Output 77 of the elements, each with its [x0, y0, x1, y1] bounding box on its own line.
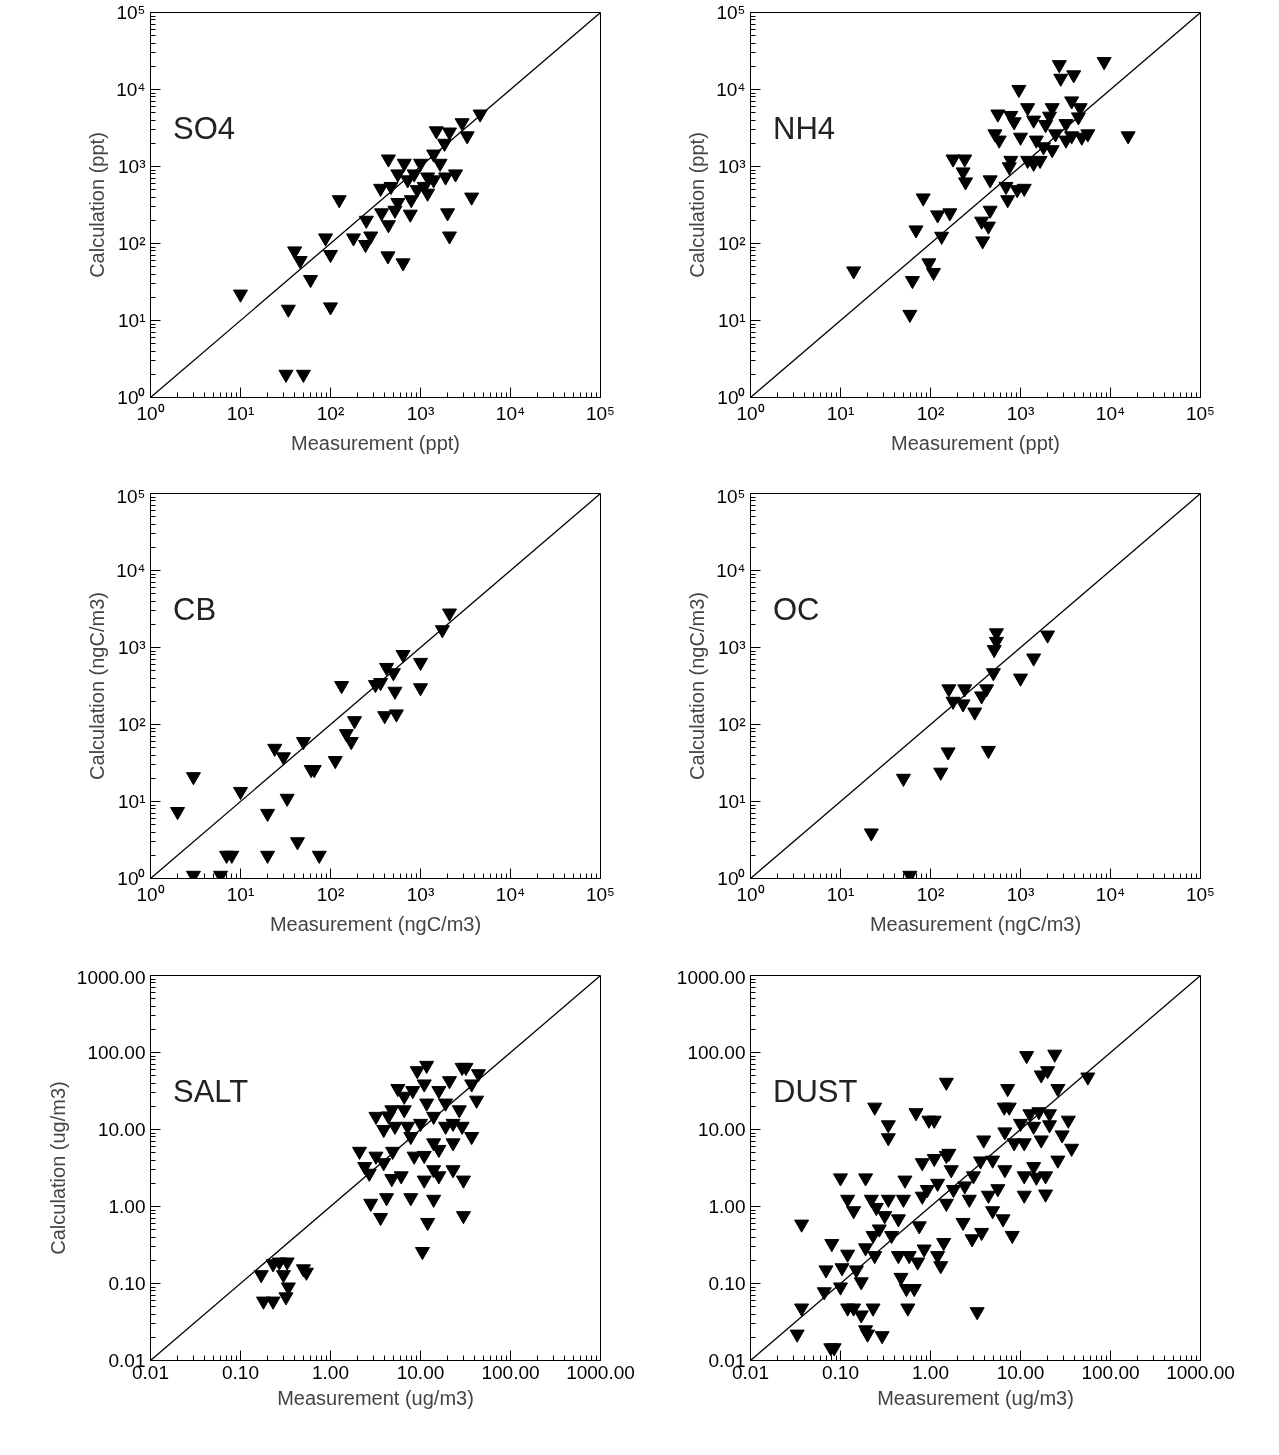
x-tick-label: 10²	[916, 402, 945, 424]
text: SALT	[173, 1073, 249, 1109]
y-tick-label: 10¹	[118, 791, 146, 812]
y-tick-label: 0.10	[708, 1273, 746, 1294]
x-tick-label: 1.00	[312, 1361, 349, 1383]
x-tick-label: 10²	[916, 883, 945, 905]
y-tick-label: 10³	[718, 637, 746, 658]
y-tick-label: 1.00	[108, 1196, 146, 1217]
x-tick-label: 10⁴	[495, 883, 526, 905]
x-axis-title: Measurement (ngC/m3)	[269, 912, 482, 935]
x-tick-label: 10¹	[826, 883, 855, 905]
x-tick-label: 10⁵	[585, 402, 616, 424]
y-tick-label: 10.00	[97, 1119, 146, 1140]
y-tick-label: 10⁵	[716, 485, 746, 507]
text: NH4	[773, 110, 836, 146]
y-tick-label: 10⁵	[116, 485, 146, 507]
text: DUST	[773, 1073, 858, 1109]
y-axis-title: Calculation (ngC/m3)	[86, 592, 109, 780]
y-tick-label: 10⁴	[116, 560, 146, 581]
x-tick-label: 1.00	[912, 1361, 949, 1383]
x-tick-label: 10⁵	[1185, 402, 1216, 424]
y-tick-label: 1000.00	[76, 966, 146, 988]
x-tick-label: 100.00	[1081, 1361, 1140, 1383]
y-tick-label: 10³	[718, 156, 746, 177]
x-tick-label: 10⁵	[1185, 883, 1216, 905]
x-axis-title: Measurement (ug/m3)	[277, 1386, 474, 1409]
y-tick-label: 10²	[118, 714, 146, 735]
y-axis-title: Calculation (ppt)	[686, 132, 709, 278]
x-tick-label: 10⁴	[1095, 402, 1126, 424]
y-axis-title: Calculation (ug/m3)	[46, 1081, 69, 1255]
x-tick-label: 10⁵	[585, 883, 616, 905]
y-tick-label: 10.00	[697, 1119, 746, 1140]
text: CB	[173, 591, 217, 627]
text: SO4	[173, 110, 236, 146]
x-tick-label: 10.00	[996, 1361, 1045, 1383]
y-tick-label: 10⁴	[716, 560, 746, 581]
x-tick-label: 0.10	[222, 1361, 259, 1383]
y-tick-label: 10⁵	[716, 2, 746, 23]
y-tick-label: 100.00	[687, 1042, 746, 1063]
x-tick-label: 10¹	[826, 402, 855, 424]
y-tick-label: 10¹	[118, 310, 146, 331]
y-tick-label: 10⁵	[116, 2, 146, 23]
x-tick-label: 10³	[406, 402, 435, 424]
x-tick-label: 1000.00	[566, 1361, 635, 1383]
x-tick-label: 10¹	[226, 883, 255, 905]
x-axis-title: Measurement (ngC/m3)	[869, 912, 1082, 935]
x-tick-label: 10³	[1006, 883, 1035, 905]
x-tick-label: 10⁴	[1095, 883, 1126, 905]
x-tick-label: 10³	[1006, 402, 1035, 424]
x-axis-title: Measurement (ppt)	[891, 431, 1060, 454]
x-tick-label: 10²	[316, 883, 345, 905]
x-tick-label: 0.10	[822, 1361, 859, 1383]
y-tick-label: 10²	[118, 233, 146, 254]
x-axis-title: Measurement (ug/m3)	[877, 1386, 1074, 1409]
y-tick-label: 10²	[718, 233, 746, 254]
x-tick-label: 100.00	[481, 1361, 540, 1383]
y-axis-title: Calculation (ngC/m3)	[686, 592, 709, 780]
y-tick-label: 10¹	[718, 310, 746, 331]
text: OC	[773, 591, 820, 627]
y-tick-label: 1.00	[708, 1196, 746, 1217]
x-tick-label: 10³	[406, 883, 435, 905]
y-axis-title: Calculation (ppt)	[86, 132, 109, 278]
y-tick-label: 10⁴	[116, 79, 146, 100]
x-axis-title: Measurement (ppt)	[291, 431, 460, 454]
y-tick-label: 10²	[718, 714, 746, 735]
y-tick-label: 10¹	[718, 791, 746, 812]
y-tick-label: 1000.00	[676, 966, 746, 988]
x-tick-label: 10²	[316, 402, 345, 424]
y-tick-label: 0.10	[108, 1273, 146, 1294]
y-tick-label: 10³	[118, 637, 146, 658]
x-tick-label: 1000.00	[1166, 1361, 1235, 1383]
x-tick-label: 10.00	[396, 1361, 445, 1383]
y-tick-label: 10³	[118, 156, 146, 177]
y-tick-label: 100.00	[87, 1042, 146, 1063]
x-tick-label: 10⁴	[495, 402, 526, 424]
y-tick-label: 10⁴	[716, 79, 746, 100]
x-tick-label: 10¹	[226, 402, 255, 424]
